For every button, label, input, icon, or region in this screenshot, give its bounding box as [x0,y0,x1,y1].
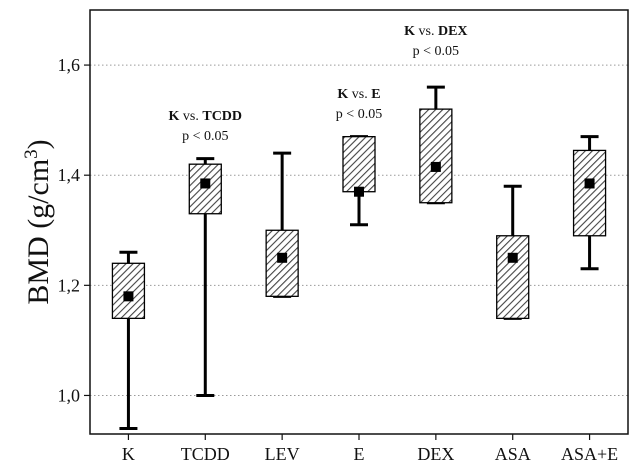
mean-marker [354,186,364,197]
annotation-tcdd: K vs. TCDD p < 0.05 [169,109,243,144]
annotation-p-value: p < 0.05 [336,107,382,122]
y-axis-ticks: 1,0 1,2 1,4 1,6 [58,55,90,405]
x-tick-label: K [122,444,135,464]
y-tick-label: 1,0 [58,385,81,405]
plot-frame [89,9,629,435]
x-tick-label: ASA [495,444,531,464]
annotation-comparison: K vs. E [337,87,380,102]
box-body [419,108,453,204]
x-axis-ticks: K TCDD LEV E DEX ASA ASA+E [122,434,618,464]
box-body [265,229,299,297]
box-body [496,235,530,320]
annotation-e: K vs. E p < 0.05 [336,87,382,122]
mean-marker [430,161,441,172]
x-tick-label: E [354,444,365,464]
y-tick-label: 1,2 [58,275,81,295]
mean-marker [277,252,288,263]
box-asa [496,184,530,320]
annotation-dex: K vs. DEX p < 0.05 [404,24,467,59]
box-body [572,149,607,237]
x-tick-label: ASA+E [561,444,618,464]
box-body [111,262,146,320]
mean-marker [123,291,134,302]
annotation-comparison: K vs. TCDD [169,109,243,124]
box-body [188,163,222,215]
box-dex [419,85,453,205]
y-tick-label: 1,4 [58,165,81,185]
mean-marker [584,178,595,189]
mean-marker [507,252,518,263]
annotation-comparison: K vs. DEX [404,24,467,39]
annotation-p-value: p < 0.05 [413,44,459,59]
x-tick-label: TCDD [181,444,230,464]
box-body [342,135,376,193]
y-axis-label: BMD (g/cm3) [21,139,55,304]
box-k [111,250,146,430]
box-plots [111,85,607,430]
annotation-p-value: p < 0.05 [182,129,228,144]
box-tcdd [188,157,222,397]
x-tick-label: DEX [417,444,454,464]
x-tick-label: LEV [265,444,300,464]
box-asae [572,135,607,271]
box-lev [265,151,299,298]
y-tick-label: 1,6 [58,55,81,75]
box-e [342,135,376,227]
mean-marker [200,178,211,189]
